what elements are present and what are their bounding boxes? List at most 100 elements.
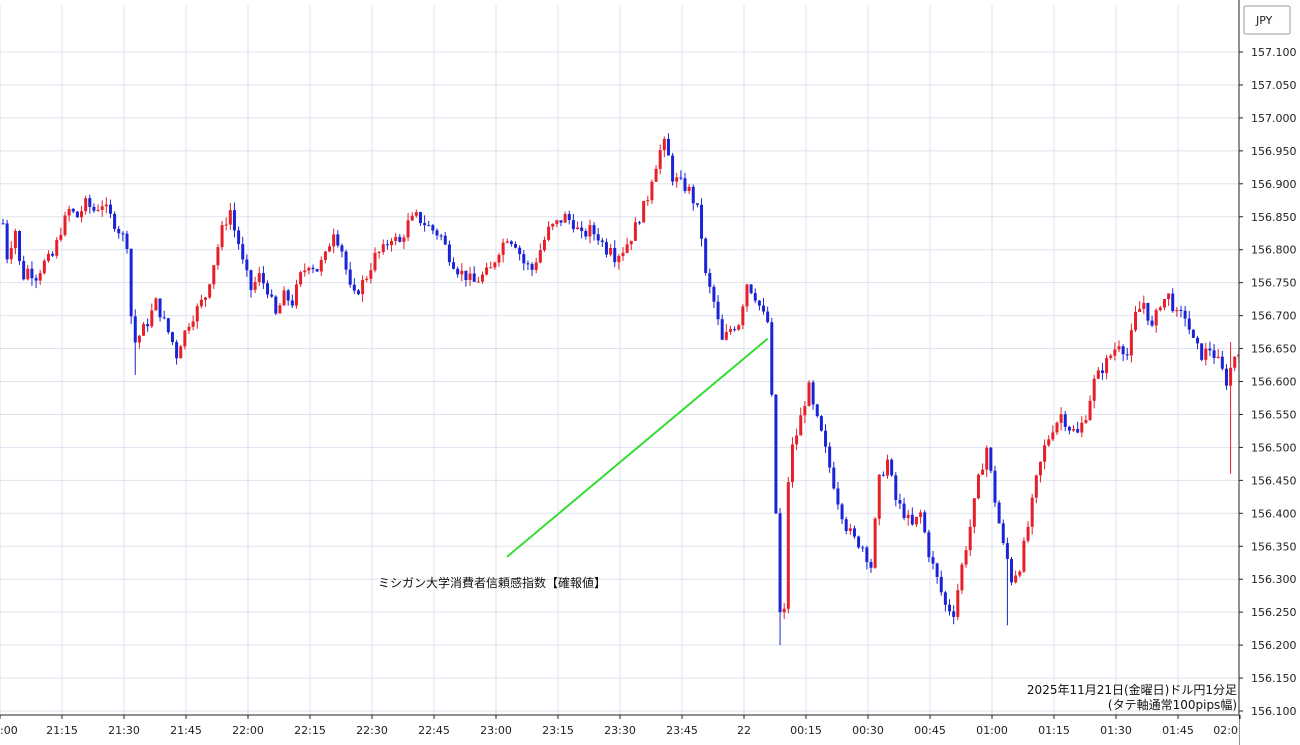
candle-body	[881, 474, 885, 476]
candle-body	[894, 475, 898, 501]
candle-body	[456, 268, 460, 275]
candle-body	[1001, 523, 1005, 544]
time-tick-label: 22:15	[294, 724, 326, 737]
candle	[964, 546, 968, 568]
candle	[811, 380, 815, 410]
candle-body	[410, 215, 414, 221]
price-tick-label: 156.150	[1251, 672, 1297, 685]
candle	[1121, 344, 1125, 362]
candle	[390, 237, 394, 252]
candle-body	[216, 247, 220, 266]
candle	[621, 247, 625, 261]
candle-body	[489, 267, 493, 269]
candle	[757, 300, 761, 311]
candle-body	[588, 225, 592, 237]
candle-body	[5, 223, 9, 260]
price-tick-label: 156.650	[1251, 343, 1297, 356]
candle-body	[1105, 357, 1109, 374]
time-tick-label: 22:30	[356, 724, 388, 737]
candle-body	[228, 210, 232, 225]
candle-body	[18, 230, 22, 262]
candle-body	[1171, 293, 1175, 312]
candle	[1105, 354, 1109, 380]
candle	[447, 240, 451, 266]
candle-body	[46, 253, 50, 261]
candle-body	[1014, 575, 1018, 583]
candle-body	[195, 306, 199, 322]
candle	[1076, 421, 1080, 434]
price-tick-label: 156.100	[1251, 705, 1297, 718]
price-tick-label: 156.700	[1251, 310, 1297, 323]
candle	[418, 211, 422, 226]
candle	[852, 525, 856, 539]
candle-body	[906, 514, 910, 519]
candle-body	[832, 467, 836, 489]
candle-body	[88, 198, 92, 207]
candle-body	[989, 447, 993, 471]
candle	[22, 255, 26, 281]
candle	[861, 545, 865, 553]
candle-body	[877, 474, 881, 519]
time-tick-label: 23:15	[542, 724, 574, 737]
candle	[1059, 407, 1063, 431]
candle	[294, 279, 298, 309]
candle	[993, 465, 997, 507]
candle-body	[960, 564, 964, 591]
candle-body	[261, 273, 265, 284]
candle-body	[547, 226, 551, 240]
candle-body	[1088, 400, 1092, 421]
candle	[1005, 537, 1009, 626]
candle-body	[431, 225, 435, 231]
candle	[1018, 569, 1022, 578]
candle-body	[1059, 414, 1063, 423]
candle-body	[687, 186, 691, 191]
candle-body	[679, 177, 683, 179]
candle-body	[749, 284, 753, 294]
candle	[807, 380, 811, 407]
candle	[1171, 288, 1175, 313]
candle	[162, 310, 166, 320]
candle	[1113, 342, 1117, 361]
candle-body	[30, 268, 34, 279]
candle	[646, 195, 650, 206]
candle-body	[100, 206, 104, 210]
time-tick-label: 22	[737, 724, 751, 737]
candle	[398, 233, 402, 243]
candle	[241, 236, 245, 264]
candle-body	[538, 250, 542, 263]
candle	[71, 207, 75, 214]
candle-body	[811, 382, 815, 405]
candle	[733, 326, 737, 332]
price-tick-label: 156.200	[1251, 639, 1297, 652]
candle-body	[613, 247, 617, 263]
candle-body	[745, 284, 749, 307]
candle-body	[270, 294, 274, 297]
candle-body	[42, 260, 46, 274]
candle	[150, 303, 154, 329]
candle	[910, 507, 914, 526]
candle	[844, 516, 848, 535]
candle	[501, 238, 505, 263]
candle	[34, 274, 38, 289]
candle	[877, 474, 881, 526]
candle-body	[13, 230, 17, 249]
candle-body	[733, 329, 737, 331]
candle	[183, 329, 187, 350]
candle-body	[700, 204, 704, 239]
candle	[604, 238, 608, 258]
candle	[865, 545, 869, 570]
candle-body	[290, 300, 294, 306]
time-tick-label: 21:15	[46, 724, 78, 737]
candle	[158, 298, 162, 322]
candle	[9, 241, 13, 264]
price-tick-label: 157.100	[1251, 46, 1297, 59]
price-tick-label: 156.450	[1251, 474, 1297, 487]
candle-body	[348, 269, 352, 285]
candle	[1187, 311, 1191, 335]
candle	[745, 283, 749, 312]
candle-body	[807, 382, 811, 407]
price-tick-label: 156.350	[1251, 540, 1297, 553]
candle	[489, 261, 493, 269]
candle-body	[464, 270, 468, 281]
candle-body	[873, 518, 877, 568]
